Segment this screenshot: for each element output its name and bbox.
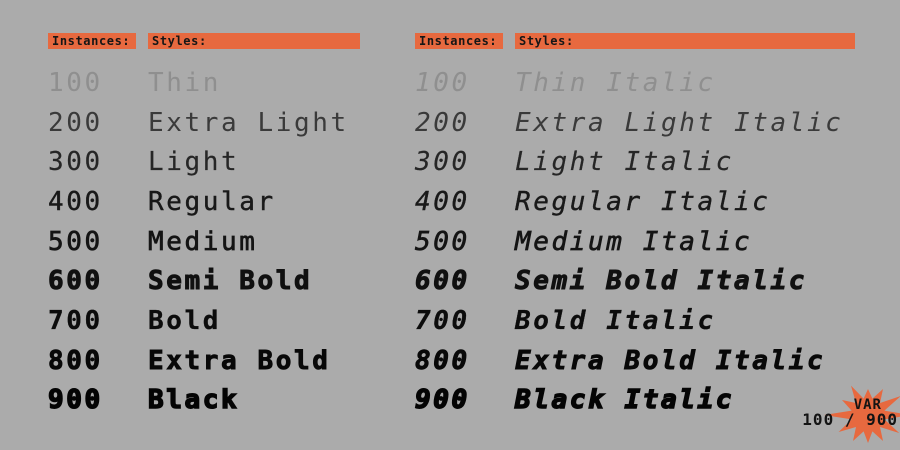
weight-row: 800 Extra Bold [48, 341, 360, 381]
weight-value: 200 [48, 107, 103, 138]
style-name: Regular Italic [515, 186, 771, 217]
weight-row: 600 Semi Bold Italic [415, 261, 855, 301]
upright-styles-table: Instances: Styles: 100 Thin 200 Extra Ligh… [47, 33, 360, 421]
style-name: Regular [148, 186, 276, 217]
weight-row: 400 Regular [48, 182, 360, 222]
style-name: Bold Italic [515, 305, 716, 336]
weight-value: 700 [415, 305, 470, 336]
weight-row: 100 Thin Italic [415, 63, 855, 103]
style-name: Medium Italic [515, 226, 753, 257]
style-name: Extra Bold [148, 345, 331, 376]
style-name: Semi Bold [148, 266, 313, 297]
style-name: Thin Italic [515, 67, 716, 98]
weight-row: 900 Black [47, 381, 360, 421]
weight-value: 700 [48, 305, 103, 336]
badge-var-label: VAR [853, 397, 882, 413]
weight-value: 300 [48, 147, 103, 178]
style-name: Semi Bold Italic [515, 266, 808, 297]
weight-value: 400 [415, 186, 470, 217]
style-name: Extra Light Italic [515, 107, 844, 138]
weight-value: 500 [415, 226, 470, 257]
weight-value: 500 [48, 226, 103, 257]
weight-value: 800 [415, 345, 470, 376]
weight-value: 600 [415, 266, 470, 297]
style-name: Bold [148, 305, 222, 336]
weight-row: 300 Light Italic [415, 142, 855, 182]
styles-header-bar: Styles: [148, 33, 360, 49]
style-name: Light Italic [515, 147, 735, 178]
styles-header-bar: Styles: [515, 33, 855, 49]
weight-value: 300 [415, 147, 470, 178]
weight-row: 100 Thin [48, 63, 360, 103]
weight-value: 400 [48, 186, 103, 217]
weight-row: 600 Semi Bold [48, 261, 360, 301]
weight-value: 100 [48, 67, 103, 98]
weight-value: 900 [414, 385, 470, 417]
weight-row: 700 Bold [48, 301, 360, 341]
instances-header-bar: Instances: [48, 33, 137, 49]
table-header: Instances: Styles: [48, 33, 360, 49]
weight-row: 700 Bold Italic [415, 301, 855, 341]
weight-value: 200 [415, 107, 470, 138]
style-name: Black [147, 385, 240, 417]
table-header: Instances: Styles: [415, 33, 855, 49]
weight-row: 500 Medium [48, 222, 360, 262]
style-name: Thin [148, 67, 222, 98]
badge-weight-range: 100 / 900 [802, 410, 898, 429]
weight-row: 900 Black Italic [414, 381, 855, 421]
style-name: Medium [148, 226, 258, 257]
weight-value: 900 [47, 385, 103, 417]
style-name: Black Italic [514, 385, 735, 417]
style-name: Light [148, 147, 240, 178]
weight-row: 400 Regular Italic [415, 182, 855, 222]
weight-value: 800 [48, 345, 103, 376]
weight-row: 500 Medium Italic [415, 222, 855, 262]
weight-rows: 100 Thin Italic 200 Extra Light Italic 300… [414, 63, 855, 421]
style-name: Extra Bold Italic [515, 345, 826, 376]
style-name: Extra Light [148, 107, 349, 138]
weight-value: 600 [48, 266, 103, 297]
weight-row: 300 Light [48, 142, 360, 182]
weight-row: 200 Extra Light Italic [415, 103, 855, 143]
weight-row: 800 Extra Bold Italic [415, 341, 855, 381]
weight-rows: 100 Thin 200 Extra Light 300 Light 400 Regul… [47, 63, 360, 421]
weight-row: 200 Extra Light [48, 103, 360, 143]
weight-value: 100 [415, 67, 470, 98]
instances-header-bar: Instances: [415, 33, 504, 49]
starburst-icon [824, 385, 900, 443]
italic-styles-table: Instances: Styles: 100 Thin Italic 200 Ext… [414, 33, 855, 421]
